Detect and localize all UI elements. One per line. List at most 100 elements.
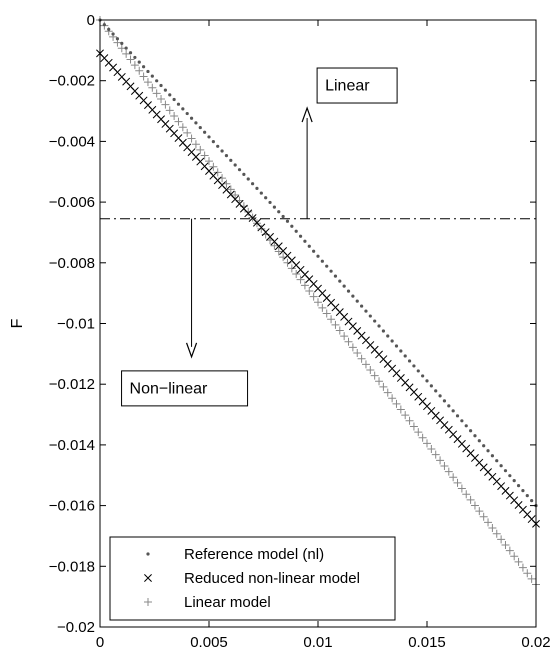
data-point bbox=[361, 360, 370, 369]
data-point bbox=[338, 279, 342, 283]
data-point bbox=[211, 140, 215, 144]
annotation-linear: Linear bbox=[301, 67, 398, 219]
data-point bbox=[189, 116, 194, 120]
data-point bbox=[309, 292, 318, 301]
data-point bbox=[174, 117, 183, 126]
data-point bbox=[394, 344, 399, 348]
data-point bbox=[264, 196, 268, 200]
legend-label: Linear model bbox=[184, 594, 271, 611]
data-point bbox=[257, 224, 266, 233]
data-point bbox=[327, 315, 336, 324]
data-point bbox=[423, 439, 431, 448]
data-point bbox=[464, 424, 468, 428]
data-point bbox=[172, 97, 176, 102]
data-point bbox=[107, 27, 111, 31]
data-point bbox=[355, 299, 359, 303]
data-point bbox=[525, 494, 529, 498]
legend-entry: Linear model bbox=[144, 594, 271, 611]
data-point bbox=[442, 399, 447, 403]
data-point bbox=[340, 332, 349, 341]
data-point bbox=[479, 512, 488, 521]
annotation-arrowhead bbox=[185, 342, 198, 359]
data-point bbox=[497, 535, 506, 544]
data-point bbox=[191, 140, 200, 149]
data-point bbox=[298, 234, 303, 238]
data-point bbox=[414, 428, 423, 437]
data-point bbox=[482, 444, 486, 448]
data-point bbox=[460, 419, 464, 423]
data-point bbox=[375, 377, 384, 386]
data-point bbox=[331, 320, 340, 329]
data-point bbox=[285, 219, 290, 223]
data-point bbox=[122, 49, 131, 58]
data-point bbox=[451, 409, 455, 413]
data-point bbox=[111, 32, 115, 36]
data-point bbox=[469, 429, 473, 433]
data-point bbox=[143, 78, 152, 87]
x-tick-label: 0.02 bbox=[521, 634, 550, 648]
data-point bbox=[142, 65, 146, 69]
data-point bbox=[462, 490, 471, 499]
data-point bbox=[353, 349, 362, 358]
annotation-nonlinear: Non−linear bbox=[121, 218, 249, 407]
data-point bbox=[237, 168, 242, 172]
annotation-box bbox=[316, 67, 398, 104]
data-point bbox=[196, 145, 205, 154]
data-point bbox=[486, 449, 490, 453]
data-point bbox=[272, 205, 276, 209]
data-point bbox=[168, 93, 172, 97]
data-point bbox=[421, 374, 425, 378]
data-point bbox=[346, 289, 351, 293]
data-point bbox=[401, 411, 410, 420]
data-point bbox=[312, 249, 316, 253]
data-point bbox=[466, 495, 475, 504]
data-point bbox=[124, 46, 128, 50]
data-point bbox=[270, 241, 279, 250]
data-point bbox=[470, 501, 479, 510]
annotation-layer: Linear Non−linear bbox=[121, 67, 398, 407]
y-tick-label: −0.008 bbox=[49, 255, 95, 272]
data-point bbox=[314, 298, 322, 307]
y-tick-label: −0.01 bbox=[57, 316, 95, 333]
data-point bbox=[274, 247, 283, 256]
data-point bbox=[163, 88, 167, 92]
data-point bbox=[307, 244, 311, 248]
legend-label: Reduced non-linear model bbox=[184, 570, 360, 587]
data-point bbox=[133, 55, 137, 60]
data-point bbox=[161, 100, 170, 109]
data-point bbox=[518, 563, 527, 572]
data-point bbox=[178, 123, 187, 132]
y-tick-label: −0.014 bbox=[49, 437, 95, 454]
data-point bbox=[360, 304, 364, 308]
data-point bbox=[176, 102, 181, 106]
data-point bbox=[396, 405, 405, 414]
data-point bbox=[440, 461, 449, 470]
data-point bbox=[499, 464, 503, 468]
data-point bbox=[473, 434, 477, 438]
data-point bbox=[449, 473, 458, 482]
data-point bbox=[115, 37, 120, 41]
data-point bbox=[447, 404, 451, 408]
data-point bbox=[383, 388, 392, 397]
data-point bbox=[316, 254, 320, 258]
data-point bbox=[130, 61, 139, 70]
legend-marker bbox=[144, 598, 152, 606]
data-point bbox=[530, 499, 534, 503]
data-point bbox=[244, 207, 253, 216]
data-point bbox=[429, 384, 433, 388]
data-point bbox=[431, 450, 440, 459]
data-point bbox=[333, 274, 338, 278]
data-point bbox=[139, 72, 148, 81]
data-point bbox=[157, 95, 166, 104]
y-tick-label: −0.02 bbox=[57, 619, 95, 636]
data-point bbox=[137, 60, 141, 64]
data-point bbox=[379, 382, 388, 391]
data-point bbox=[510, 552, 519, 561]
data-point bbox=[194, 121, 198, 125]
data-point bbox=[102, 23, 106, 27]
y-tick-label: 0 bbox=[87, 12, 95, 29]
y-tick-label: −0.018 bbox=[49, 558, 95, 575]
legend-entry: Reduced non-linear model bbox=[144, 570, 360, 587]
data-point bbox=[366, 365, 375, 374]
data-point bbox=[434, 389, 438, 393]
